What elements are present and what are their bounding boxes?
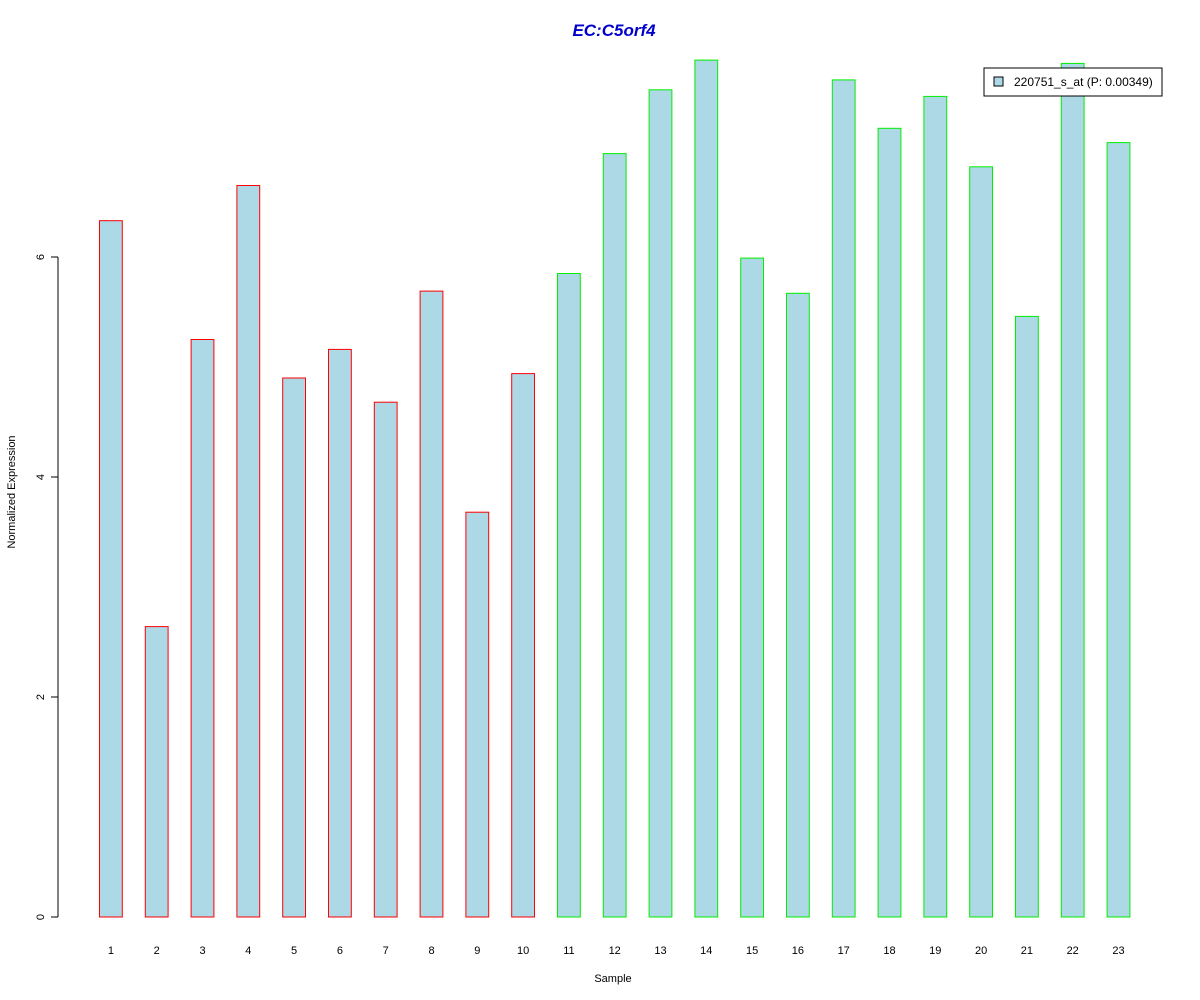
x-tick-label: 8: [428, 945, 434, 957]
x-tick-label: 6: [337, 945, 343, 957]
y-axis-label: Normalized Expression: [6, 435, 18, 548]
x-tick-label: 15: [746, 945, 758, 957]
legend-box: [983, 67, 1163, 97]
x-tick-label: 9: [474, 945, 480, 957]
bar-sample-22: [1060, 62, 1085, 918]
x-tick-label: 20: [975, 945, 987, 957]
x-axis-label: Sample: [594, 973, 631, 985]
bar-sample-6: [328, 348, 352, 918]
bar-sample-18: [877, 127, 902, 918]
legend: 220751_s_at (P: 0.00349): [983, 67, 1163, 97]
bar-sample-7: [373, 401, 398, 918]
x-tick-label: 22: [1067, 945, 1079, 957]
x-tick-label: 3: [199, 945, 205, 957]
bar-sample-3: [190, 339, 215, 918]
x-tick-label: 19: [929, 945, 941, 957]
x-tick-label: 11: [563, 945, 574, 957]
bar-sample-15: [740, 257, 765, 918]
bars-group: [99, 59, 1131, 918]
bar-sample-11: [557, 273, 581, 918]
x-tick-label: 18: [883, 945, 895, 957]
x-tick-label: 10: [517, 945, 529, 957]
x-tick-label: 17: [838, 945, 850, 957]
bar-sample-23: [1106, 142, 1131, 918]
legend-swatch: [993, 76, 1004, 87]
x-tick-label: 4: [245, 945, 251, 957]
x-tick-label: 16: [792, 945, 804, 957]
bar-sample-5: [282, 377, 307, 918]
legend-label: 220751_s_at (P: 0.00349): [1014, 75, 1153, 89]
bar-sample-12: [602, 153, 627, 918]
x-tick-label: 5: [291, 945, 297, 957]
y-axis: 0 2 4 6: [35, 254, 59, 920]
y-tick-label: 6: [35, 254, 47, 260]
bar-sample-8: [419, 290, 444, 918]
x-tick-label: 21: [1021, 945, 1033, 957]
x-tick-label: 23: [1112, 945, 1124, 957]
bar-sample-20: [969, 166, 994, 918]
bar-sample-9: [465, 511, 490, 918]
y-tick-label: 4: [35, 474, 47, 480]
y-tick-label: 0: [35, 914, 47, 920]
x-tick-labels: 1 2 3 4 5 6 7 8 9 10 11 12 13 14 15 16 17 18 19 20 21 22 23: [108, 945, 1125, 957]
bar-sample-19: [923, 95, 948, 918]
y-tick-label: 2: [35, 694, 47, 700]
x-tick-label: 13: [654, 945, 666, 957]
x-tick-label: 7: [383, 945, 389, 957]
x-tick-label: 1: [108, 945, 114, 957]
bar-sample-10: [511, 373, 536, 918]
x-tick-label: 14: [700, 945, 712, 957]
x-tick-label: 12: [609, 945, 621, 957]
bar-sample-4: [236, 185, 261, 918]
bar-sample-21: [1015, 315, 1039, 918]
bar-sample-2: [144, 626, 169, 918]
x-tick-label: 2: [154, 945, 160, 957]
bar-sample-17: [831, 79, 856, 918]
bar-sample-13: [648, 89, 673, 918]
bar-sample-16: [786, 292, 810, 918]
bar-sample-14: [694, 59, 719, 918]
chart-title: EC:C5orf4: [572, 21, 656, 40]
bar-sample-1: [99, 220, 123, 918]
